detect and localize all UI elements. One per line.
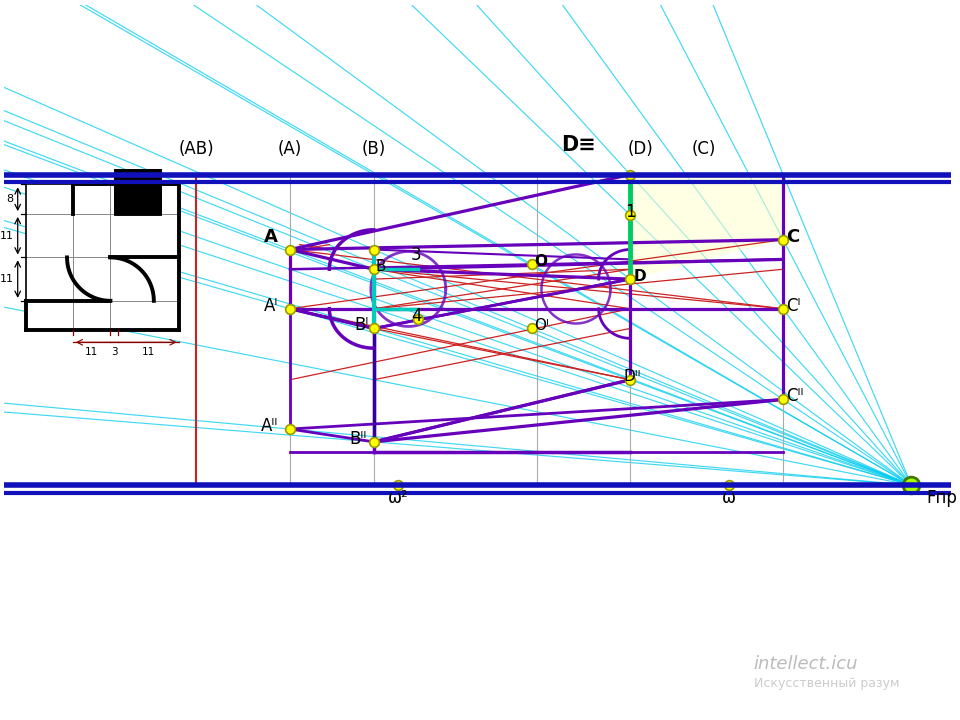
Text: 3: 3 bbox=[111, 347, 118, 357]
Text: C: C bbox=[786, 228, 800, 246]
Text: O: O bbox=[535, 254, 547, 269]
Text: (D): (D) bbox=[627, 140, 653, 158]
Text: (AB): (AB) bbox=[179, 140, 214, 158]
Text: Искусственный разум: Искусственный разум bbox=[754, 677, 899, 690]
Text: B: B bbox=[375, 258, 386, 274]
Text: 8: 8 bbox=[7, 194, 13, 204]
Text: Dᴵᴵ: Dᴵᴵ bbox=[623, 369, 641, 384]
Text: Bᴵᴵ: Bᴵᴵ bbox=[349, 430, 367, 448]
Text: (B): (B) bbox=[362, 140, 386, 158]
Text: Aᴵᴵ: Aᴵᴵ bbox=[261, 417, 278, 435]
Text: ω²: ω² bbox=[388, 489, 409, 507]
Text: (A): (A) bbox=[277, 140, 302, 158]
Text: intellect.icu: intellect.icu bbox=[754, 654, 858, 672]
Text: (C): (C) bbox=[692, 140, 716, 158]
Text: D≡: D≡ bbox=[561, 135, 596, 155]
Text: 11: 11 bbox=[0, 274, 13, 284]
Text: 3: 3 bbox=[411, 246, 421, 264]
Text: Aᴵ: Aᴵ bbox=[264, 297, 278, 315]
Text: 1: 1 bbox=[625, 203, 636, 221]
Text: 11: 11 bbox=[0, 230, 13, 240]
Text: Cᴵ: Cᴵ bbox=[786, 297, 801, 315]
Text: Oᴵ: Oᴵ bbox=[535, 318, 549, 333]
Text: 11: 11 bbox=[85, 347, 98, 357]
Text: ω: ω bbox=[722, 489, 736, 507]
Text: D: D bbox=[634, 269, 646, 284]
Text: A: A bbox=[264, 228, 278, 246]
Text: Fпр: Fпр bbox=[926, 489, 957, 507]
Text: Cᴵᴵ: Cᴵᴵ bbox=[786, 387, 804, 405]
Text: Bᴵ: Bᴵ bbox=[354, 317, 369, 335]
Text: 11: 11 bbox=[142, 347, 156, 357]
Text: 4: 4 bbox=[411, 307, 421, 325]
Polygon shape bbox=[630, 174, 783, 279]
